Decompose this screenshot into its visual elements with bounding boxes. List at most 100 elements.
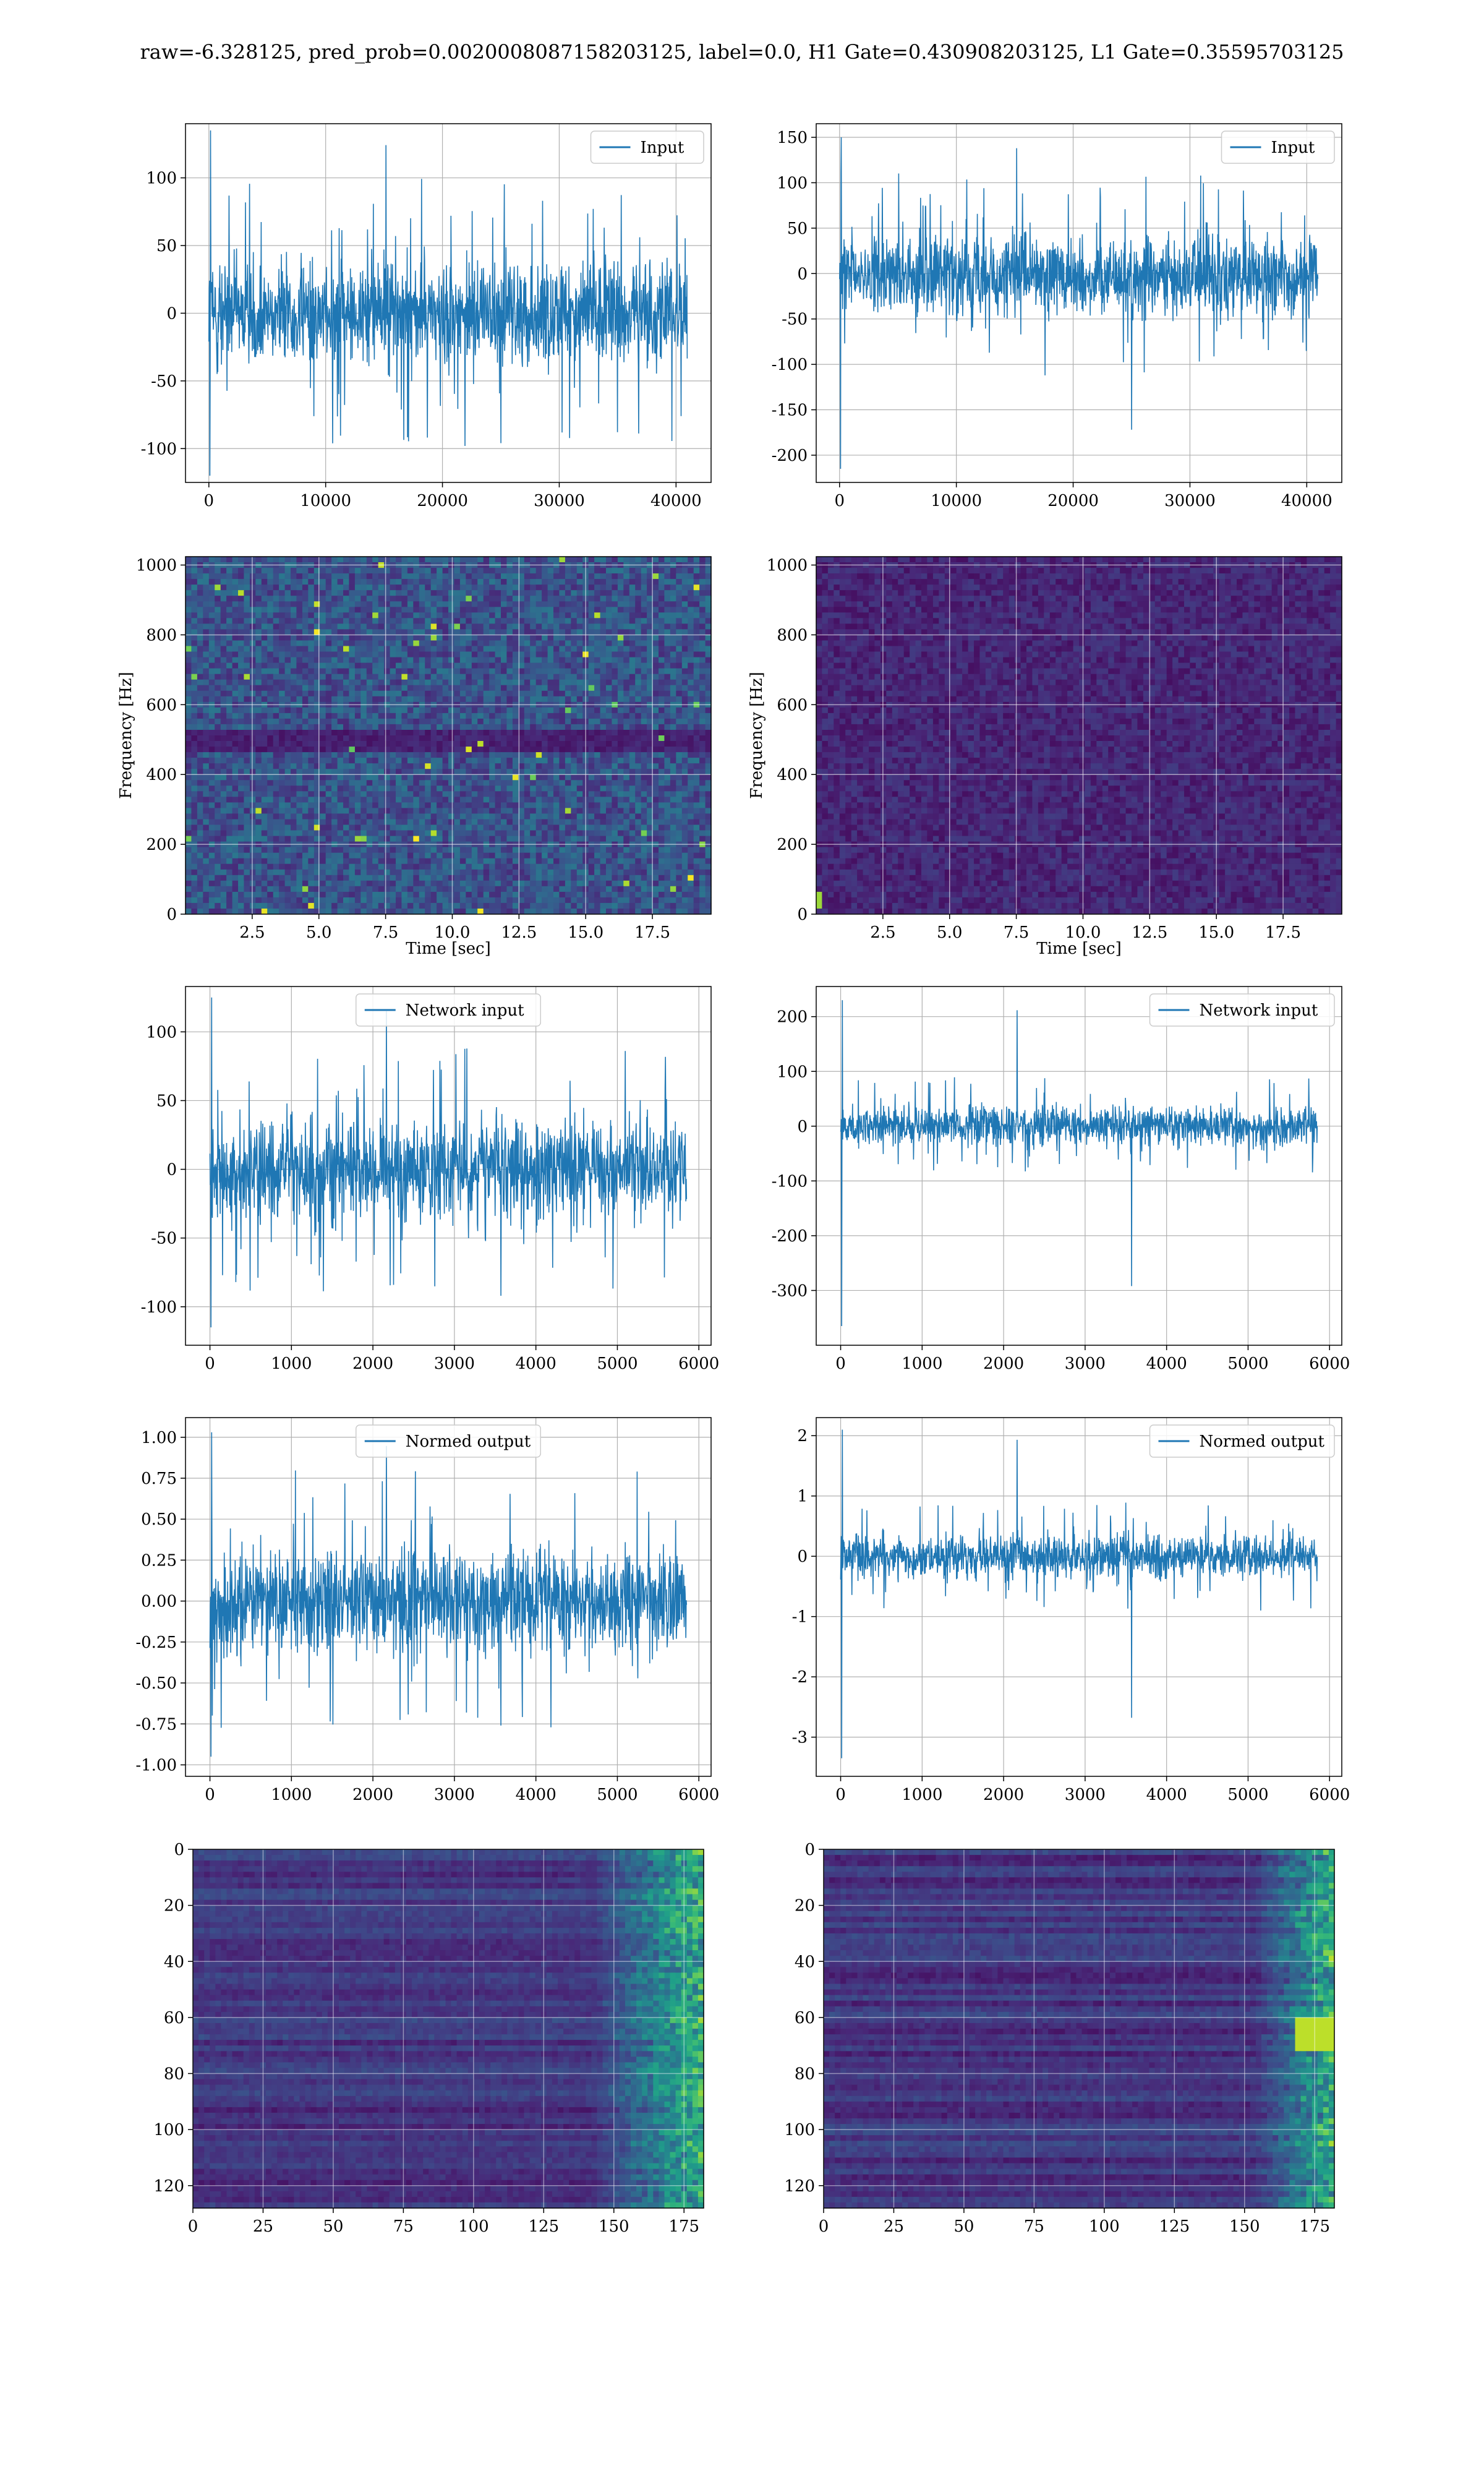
l1-input-legend-label: Input — [1271, 139, 1315, 157]
l1-feature-map-xtick-label: 175 — [1299, 2217, 1330, 2236]
l1-input-ytick-label: 50 — [787, 220, 808, 238]
h1-spectrogram-ytick-label: 600 — [146, 696, 177, 714]
h1-spectrogram-xtick-label: 12.5 — [501, 923, 537, 942]
l1-feature-map-xtick-label: 0 — [819, 2217, 829, 2236]
h1-input-xtick-label: 0 — [204, 492, 215, 510]
h1-normed-output-xtick-label: 6000 — [678, 1786, 719, 1804]
h1-input-xtick-label: 30000 — [534, 492, 585, 510]
l1-input-series-line — [839, 137, 1319, 469]
h1-feature-map-ytick-label: 80 — [164, 2065, 184, 2084]
l1-spectrogram-xtick-label: 12.5 — [1132, 923, 1167, 942]
l1-spectrogram-xtick-label: 10.0 — [1065, 923, 1101, 942]
l1-network-input-xtick-label: 4000 — [1146, 1355, 1187, 1373]
l1-normed-output-xtick-label: 5000 — [1227, 1786, 1268, 1804]
h1-network-input-legend-label: Network input — [406, 1001, 524, 1020]
h1-normed-output-legend-label: Normed output — [406, 1432, 531, 1451]
h1-input-ytick-label: -100 — [141, 440, 177, 458]
l1-spectrogram-ytick-label: 0 — [797, 905, 808, 924]
h1-network-input-xtick-label: 5000 — [597, 1355, 638, 1373]
l1-normed-output-xtick-label: 2000 — [983, 1786, 1024, 1804]
h1-normed-output-ytick-label: 0.75 — [141, 1470, 177, 1488]
l1-network-input-xtick-label: 0 — [835, 1355, 846, 1373]
l1-network-input-ytick-label: 200 — [777, 1008, 808, 1027]
l1-spectrogram-ytick-label: 1000 — [767, 557, 808, 575]
h1-spectrogram-xtick-label: 2.5 — [239, 923, 265, 942]
h1-spectrogram-xlabel: Time [sec] — [406, 940, 491, 958]
l1-normed-output-frame — [816, 1417, 1342, 1777]
h1-network-input-xtick-label: 4000 — [516, 1355, 556, 1373]
l1-normed-output-ytick-label: 2 — [797, 1427, 808, 1445]
l1-normed-output-ytick-label: 1 — [797, 1487, 808, 1506]
h1-network-input-ytick-label: -50 — [151, 1230, 177, 1248]
h1-input-xtick-label: 40000 — [650, 492, 702, 510]
l1-feature-map-frame — [823, 1849, 1335, 2209]
l1-network-input-frame — [816, 986, 1342, 1346]
h1-network-input-ytick-label: 100 — [146, 1023, 177, 1042]
h1-feature-map-xtick-label: 50 — [323, 2217, 343, 2236]
l1-normed-output-ytick-label: -2 — [792, 1668, 808, 1687]
l1-network-input-xtick-label: 6000 — [1309, 1355, 1350, 1373]
l1-network-input-xtick-label: 2000 — [983, 1355, 1024, 1373]
h1-normed-output-ytick-label: -1.00 — [135, 1756, 177, 1774]
l1-feature-map-xtick-label: 50 — [953, 2217, 974, 2236]
l1-network-input-ytick-label: 100 — [777, 1063, 808, 1081]
l1-input-ytick-label: -50 — [782, 310, 808, 329]
l1-spectrogram-xtick-label: 15.0 — [1198, 923, 1234, 942]
h1-network-input-xtick-label: 2000 — [352, 1355, 393, 1373]
l1-feature-map-xtick-label: 25 — [884, 2217, 904, 2236]
h1-normed-output-legend-box — [356, 1424, 541, 1458]
h1-feature-map-ytick-label: 60 — [164, 2009, 184, 2027]
l1-spectrogram-frame — [816, 556, 1342, 915]
h1-normed-output-ytick-label: 0.50 — [141, 1510, 177, 1529]
h1-spectrogram-xtick-label: 15.0 — [568, 923, 603, 942]
h1-network-input-xtick-label: 1000 — [271, 1355, 312, 1373]
h1-feature-map-ytick-label: 100 — [153, 2121, 184, 2139]
h1-normed-output-xtick-label: 0 — [205, 1786, 215, 1804]
h1-spectrogram-frame — [185, 556, 712, 915]
l1-network-input-ytick-label: -300 — [772, 1282, 808, 1300]
h1-spectrogram-ytick-label: 0 — [166, 905, 177, 924]
l1-spectrogram-ytick-label: 200 — [777, 836, 808, 854]
l1-input-ytick-label: 150 — [777, 129, 808, 147]
l1-feature-map-xtick-label: 150 — [1229, 2217, 1260, 2236]
h1-network-input-xtick-label: 0 — [205, 1355, 215, 1373]
h1-normed-output-ytick-label: 0.25 — [141, 1551, 177, 1570]
l1-network-input-xtick-label: 1000 — [902, 1355, 942, 1373]
l1-normed-output-series-line — [840, 1429, 1318, 1758]
l1-spectrogram-ytick-label: 600 — [777, 696, 808, 714]
l1-input-frame — [816, 123, 1342, 483]
h1-network-input-frame — [185, 986, 712, 1346]
h1-network-input-xtick-label: 3000 — [434, 1355, 475, 1373]
h1-feature-map-xtick-label: 75 — [393, 2217, 414, 2236]
l1-input-xtick-label: 40000 — [1281, 492, 1333, 510]
h1-network-input-ytick-label: 0 — [166, 1161, 177, 1179]
l1-network-input-legend-box — [1149, 993, 1335, 1027]
l1-spectrogram-xtick-label: 2.5 — [870, 923, 895, 942]
h1-input-ytick-label: 100 — [146, 169, 177, 188]
h1-network-input-ytick-label: 50 — [156, 1092, 177, 1110]
l1-input-ytick-label: -100 — [772, 356, 808, 374]
h1-feature-map-panel: 0 25 50 75 100 125 150 175 0 20 40 60 80 100 120 — [153, 1841, 704, 2236]
h1-normed-output-frame — [185, 1417, 712, 1777]
l1-normed-output-xtick-label: 3000 — [1065, 1786, 1106, 1804]
h1-network-input-xtick-label: 6000 — [678, 1355, 719, 1373]
h1-input-legend-box — [590, 131, 704, 164]
l1-feature-map-ytick-label: 120 — [784, 2177, 815, 2196]
h1-feature-map-ytick-label: 0 — [174, 1841, 184, 1859]
l1-normed-output-legend-box — [1149, 1424, 1335, 1458]
h1-spectrogram-ytick-label: 1000 — [136, 557, 177, 575]
l1-network-input-panel: 0 1000 2000 3000 4000 5000 6000 -300 -200 -100 0 10… — [772, 986, 1350, 1373]
h1-spectrogram-ytick-label: 200 — [146, 836, 177, 854]
l1-spectrogram-ytick-label: 400 — [777, 766, 808, 784]
l1-spectrogram-ylabel: Frequency [Hz] — [748, 672, 766, 799]
h1-input-series-line — [208, 130, 688, 476]
l1-spectrogram-xtick-label: 17.5 — [1265, 923, 1301, 942]
l1-normed-output-xtick-label: 0 — [835, 1786, 846, 1804]
l1-input-xtick-label: 30000 — [1164, 492, 1216, 510]
h1-feature-map-xtick-label: 175 — [668, 2217, 699, 2236]
l1-normed-output-ytick-label: -3 — [792, 1729, 808, 1747]
l1-spectrogram-xlabel: Time [sec] — [1036, 940, 1122, 958]
h1-feature-map-ytick-label: 40 — [164, 1953, 184, 1971]
h1-normed-output-xtick-label: 5000 — [597, 1786, 638, 1804]
